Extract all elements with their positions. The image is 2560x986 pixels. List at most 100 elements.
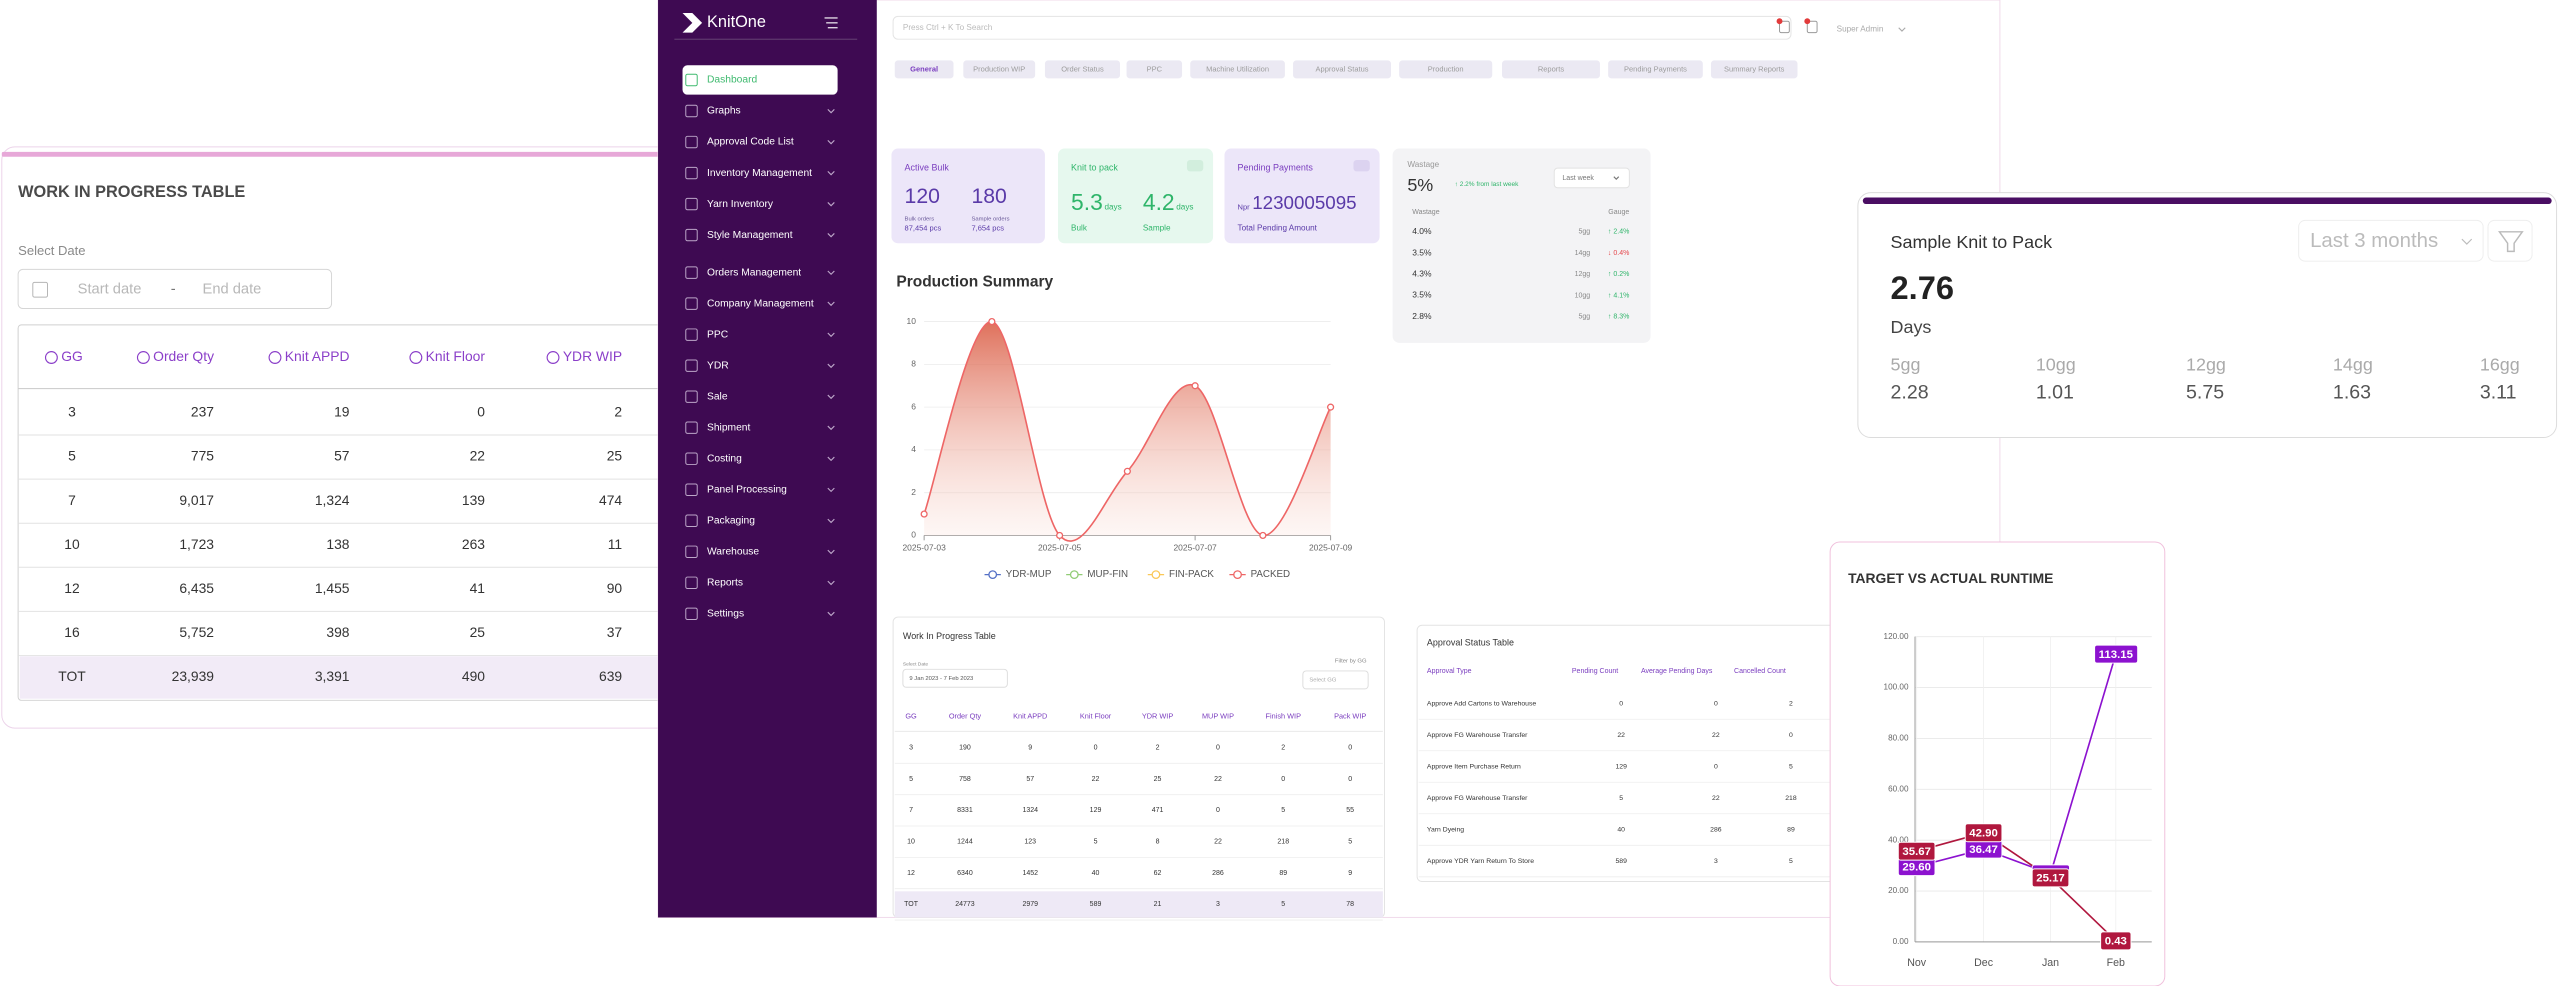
data-label-bg (2094, 644, 2139, 664)
menu-item[interactable]: Style Management (707, 230, 793, 241)
table-cell: 5gg (1578, 314, 1590, 321)
table-cell: 263 (462, 536, 485, 552)
tab-label[interactable]: Production WIP (973, 64, 1025, 73)
user-menu[interactable]: Super Admin (1837, 25, 1884, 34)
menu-item[interactable]: Shipment (707, 422, 751, 433)
menu-item[interactable]: Warehouse (707, 546, 759, 557)
menu-item[interactable]: Inventory Management (707, 168, 812, 179)
tab-label[interactable]: General (910, 64, 938, 73)
series-area (924, 321, 1331, 542)
table-cell: Approve YDR Yarn Return To Store (1427, 858, 1534, 865)
tab-label[interactable]: Production (1428, 64, 1464, 73)
menu-item[interactable]: Settings (707, 609, 744, 620)
data-label: 113.15 (2099, 649, 2134, 661)
tab[interactable] (894, 60, 954, 79)
tab-label[interactable]: Machine Utilization (1206, 64, 1269, 73)
date-input[interactable] (17, 268, 333, 310)
menu-item-active-bg[interactable] (682, 65, 838, 95)
legend-label[interactable]: YDR-MUP (1006, 569, 1052, 580)
dropdown-value[interactable]: Last week (1562, 175, 1594, 182)
tab[interactable] (1608, 60, 1703, 79)
legend-label[interactable]: MUP-FIN (1087, 569, 1128, 580)
menu-icon (685, 483, 698, 496)
tab[interactable] (1399, 60, 1493, 79)
legend-label[interactable]: PACKED (1251, 569, 1291, 580)
search-bar[interactable] (892, 15, 1792, 40)
period-dropdown[interactable] (1553, 167, 1630, 189)
table-cell: 9 (1028, 745, 1032, 752)
table-cell: 2 (1156, 745, 1160, 752)
x-tick-label: 2025-07-09 (1309, 543, 1353, 553)
tab[interactable] (1044, 60, 1121, 79)
tab[interactable] (1190, 60, 1285, 79)
menu-item[interactable]: Orders Management (707, 267, 801, 278)
more-button[interactable] (1353, 159, 1370, 172)
chevron-icon (827, 518, 835, 524)
dropdown-value[interactable]: Last 3 months (2310, 230, 2438, 252)
table-cell: TOT (58, 668, 86, 684)
tab-label[interactable]: PPC (1147, 64, 1163, 73)
table-cell: 129 (1615, 763, 1627, 770)
dropdown-value[interactable]: Select GG (1309, 677, 1336, 683)
filter-button[interactable] (2487, 219, 2533, 262)
card-title: WORK IN PROGRESS TABLE (18, 183, 245, 201)
menu-item[interactable]: YDR (707, 360, 729, 371)
tab[interactable] (1710, 60, 1798, 79)
table-cell: 4.3% (1412, 268, 1432, 278)
trend-label: ↑ 8.3% (1608, 314, 1629, 321)
table-cell: 22 (1712, 732, 1720, 739)
legend-label[interactable]: FIN-PACK (1169, 569, 1214, 580)
menu-item[interactable]: Graphs (707, 106, 741, 117)
tab-label[interactable]: Order Status (1061, 64, 1104, 73)
filter-dropdown[interactable] (1302, 670, 1369, 690)
menu-item[interactable]: Packaging (707, 515, 755, 526)
menu-item[interactable]: PPC (707, 329, 729, 340)
menu-item[interactable]: Approval Code List (707, 137, 794, 148)
tab[interactable] (1293, 60, 1392, 79)
tab-label[interactable]: Reports (1538, 64, 1565, 73)
menu-item[interactable]: Dashboard (707, 75, 758, 86)
table-cell: 286 (1710, 826, 1722, 833)
menu-item[interactable]: Yarn Inventory (707, 199, 774, 210)
gauge-value: 1.01 (2036, 382, 2074, 404)
notification-icon[interactable] (1779, 20, 1790, 34)
tab[interactable] (963, 60, 1036, 79)
gauge-label: 5gg (1891, 354, 1921, 374)
tab-label[interactable]: Summary Reports (1724, 64, 1785, 73)
date-range[interactable]: 9 Jan 2023 - 7 Feb 2023 (909, 676, 973, 682)
table-cell: 16 (64, 624, 80, 640)
menu-item[interactable]: Costing (707, 453, 742, 464)
table-cell: 1452 (1022, 870, 1038, 877)
table-cell: 0 (1216, 745, 1220, 752)
search-placeholder[interactable]: Press Ctrl + K To Search (903, 23, 992, 32)
menu-item[interactable]: Panel Processing (707, 484, 787, 495)
tab[interactable] (1502, 60, 1600, 79)
menu-item[interactable]: Sale (707, 391, 728, 402)
calendar-icon (32, 281, 48, 298)
chevron-icon (827, 139, 835, 145)
y-tick-label: 10 (907, 316, 917, 326)
column-header: Knit Floor (426, 348, 486, 364)
table-cell: 0 (1714, 763, 1718, 770)
notification-icon[interactable] (1806, 20, 1818, 34)
table-cell: 22 (470, 448, 486, 464)
more-button[interactable] (1186, 159, 1204, 172)
period-dropdown[interactable] (2298, 219, 2484, 262)
tab[interactable] (1126, 60, 1183, 79)
menu-item[interactable]: Reports (707, 578, 743, 589)
gauge-value: 2.28 (1891, 382, 1929, 404)
date-input[interactable] (902, 668, 1008, 688)
x-tick-label: 2025-07-07 (1173, 543, 1217, 553)
table-cell: 90 (607, 580, 623, 596)
y-tick-label: 40.00 (1888, 835, 1909, 844)
table-cell: 8 (1156, 839, 1160, 846)
placeholder: End date (203, 282, 262, 298)
gauge-label: 12gg (2186, 354, 2226, 374)
data-label: 35.67 (1902, 846, 1931, 858)
table-cell: 0 (1094, 745, 1098, 752)
tab-label[interactable]: Pending Payments (1624, 64, 1687, 73)
y-tick-label: 2 (911, 487, 916, 497)
tab-label[interactable]: Approval Status (1316, 64, 1369, 73)
menu-item[interactable]: Company Management (707, 298, 814, 309)
